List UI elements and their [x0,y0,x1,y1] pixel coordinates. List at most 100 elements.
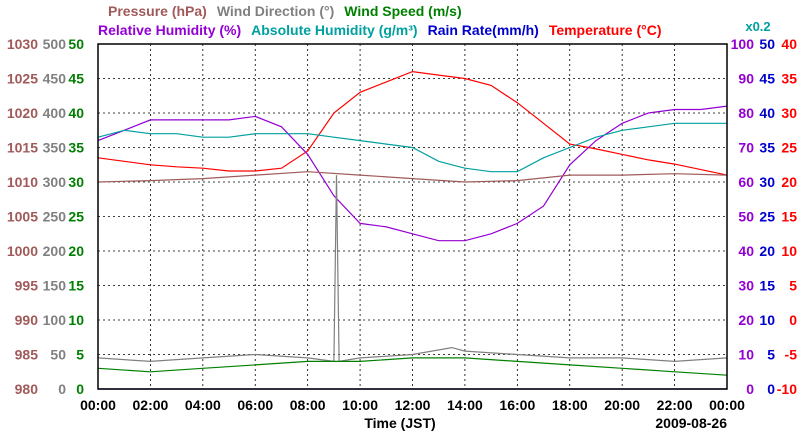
axis-labels: 00:00 02:00 04:00 06:00 08:00 10:00 12:00 14:00… [7,36,797,413]
date-label: 2009-08-26 [655,415,727,431]
wind-speed-tick-label: 15 [68,278,84,294]
pressure-tick-label: 990 [15,312,39,328]
wind-direction-tick-label: 300 [43,174,67,190]
relative-humidity-tick-label: 100 [731,36,755,52]
rain-rate-tick-label: 5 [767,347,775,363]
pressure-tick-label: 995 [15,278,39,294]
relative-humidity-tick-label: 40 [738,243,754,259]
rain-rate-tick-label: 30 [759,174,775,190]
wind-direction-tick-label: 200 [43,243,67,259]
grid [98,44,727,389]
series-relative-humidity [97,105,728,242]
pressure-tick-label: 1030 [7,36,38,52]
wind-direction-tick-label: 250 [43,209,67,225]
rain-rate-tick-label: 50 [759,36,775,52]
temperature-tick-label: 30 [781,105,797,121]
relative-humidity-tick-label: 80 [738,105,754,121]
relative-humidity-tick-label: 70 [738,140,754,156]
wind-direction-tick-label: 450 [43,71,67,87]
legend-entry: Rain Rate(mm/h) [428,22,539,38]
wind-speed-tick-label: 25 [68,209,84,225]
wind-direction-tick-label: 500 [43,36,67,52]
x-tick-label: 04:00 [185,397,221,413]
relative-humidity-tick-label: 90 [738,71,754,87]
relative-humidity-tick-label: 10 [738,347,754,363]
x-tick-label: 08:00 [290,397,326,413]
legend-entry: Absolute Humidity (g/m³) [251,22,417,38]
legend-entry: Wind Speed (m/s) [344,3,461,19]
rain-rate-tick-label: 10 [759,312,775,328]
plot-frame [97,43,728,390]
pressure-tick-label: 1010 [7,174,38,190]
wind-speed-tick-label: 20 [68,243,84,259]
relative-humidity-tick-label: 20 [738,312,754,328]
relative-humidity-tick-label: 60 [738,174,754,190]
x-tick-label: 14:00 [447,397,483,413]
legend-entry: Pressure (hPa) [108,3,207,19]
temperature-tick-label: 25 [781,140,797,156]
wind-direction-tick-label: 50 [50,347,66,363]
rain-rate-tick-label: 45 [759,71,775,87]
x-axis-title: Time (JST) [364,415,435,431]
rain-rate-tick-label: 15 [759,278,775,294]
wind-speed-tick-label: 10 [68,312,84,328]
wind-direction-tick-label: 150 [43,278,67,294]
wind-speed-tick-label: 40 [68,105,84,121]
wind-direction-tick-label: 350 [43,140,67,156]
rain-rate-tick-label: 0 [767,381,775,397]
temperature-tick-label: 20 [781,174,797,190]
x-tick-label: 12:00 [395,397,431,413]
temperature-tick-label: 35 [781,71,797,87]
x-tick-label: 02:00 [133,397,169,413]
pressure-tick-label: 980 [15,381,39,397]
wind-speed-tick-label: 45 [68,71,84,87]
relative-humidity-tick-label: 0 [746,381,754,397]
temperature-tick-label: -5 [785,347,798,363]
series-wind-speed [97,357,728,376]
pressure-tick-label: 1000 [7,243,38,259]
wind-speed-tick-label: 30 [68,174,84,190]
legend-entry: Temperature (°C) [549,22,662,38]
pressure-tick-label: 1020 [7,105,38,121]
x-tick-label: 22:00 [657,397,693,413]
legend-entry: Wind Direction (°) [217,3,334,19]
x-tick-label: 16:00 [499,397,535,413]
x-tick-label: 18:00 [552,397,588,413]
temperature-tick-label: 10 [781,243,797,259]
rain-rate-tick-label: 35 [759,140,775,156]
wind-direction-tick-label: 100 [43,312,67,328]
series-wind-direction [97,175,728,363]
pressure-tick-label: 985 [15,347,39,363]
x-tick-label: 00:00 [709,397,745,413]
temperature-tick-label: 40 [781,36,797,52]
relative-humidity-tick-label: 30 [738,278,754,294]
x-tick-label: 20:00 [604,397,640,413]
wind-speed-tick-label: 5 [76,347,84,363]
wind-speed-tick-label: 50 [68,36,84,52]
x-tick-label: 06:00 [237,397,273,413]
temperature-tick-label: 15 [781,209,797,225]
temperature-tick-label: 0 [789,312,797,328]
wind-speed-tick-label: 35 [68,140,84,156]
pressure-tick-label: 1005 [7,209,38,225]
pressure-tick-label: 1015 [7,140,38,156]
wind-speed-tick-label: 0 [76,381,84,397]
wind-direction-tick-label: 0 [58,381,66,397]
rain-rate-tick-label: 25 [759,209,775,225]
x-tick-label: 10:00 [342,397,378,413]
temperature-tick-label: 5 [789,278,797,294]
pressure-tick-label: 1025 [7,71,38,87]
relative-humidity-tick-label: 50 [738,209,754,225]
rain-rate-tick-label: 40 [759,105,775,121]
wind-direction-tick-label: 400 [43,105,67,121]
temperature-tick-label: -10 [777,381,797,397]
series-absolute-humidity-x0-2 [97,122,727,173]
legend-entry: Relative Humidity (%) [98,22,241,38]
series-pressure [97,171,728,183]
series-temperature [97,70,728,176]
abs-humidity-scale-note: x0.2 [745,19,770,34]
legend: Pressure (hPa) Wind Direction (°) Wind Spe… [98,3,771,38]
x-tick-label: 00:00 [80,397,116,413]
rain-rate-tick-label: 20 [759,243,775,259]
